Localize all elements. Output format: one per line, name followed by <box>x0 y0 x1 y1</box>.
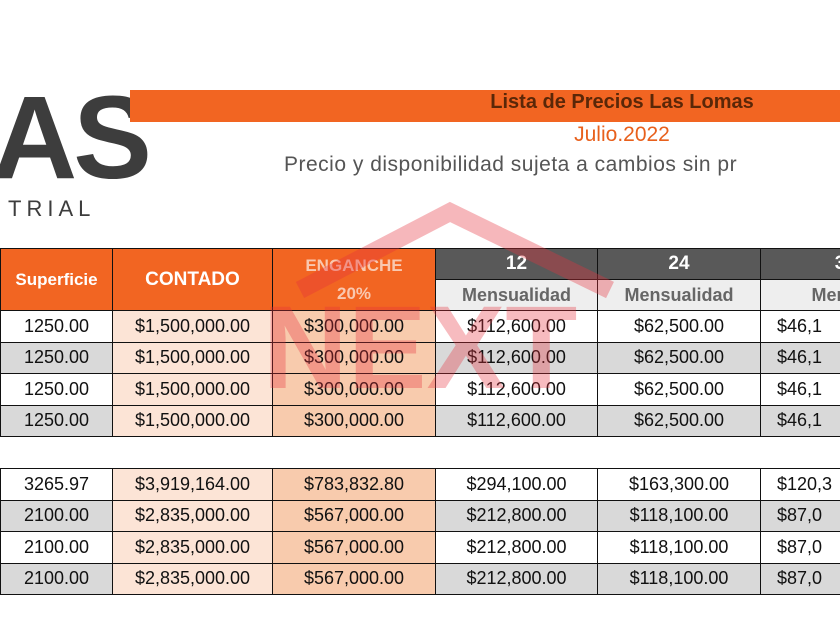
table-cell: $120,3 <box>760 468 840 501</box>
table-cell: 1250.00 <box>0 373 113 406</box>
date: Julio.2022 <box>574 123 670 146</box>
table-cell: $112,600.00 <box>435 341 598 374</box>
title-bar <box>130 90 840 122</box>
table-cell: $62,500.00 <box>597 341 761 374</box>
column-subheader: Mensualidad <box>435 279 598 311</box>
table-cell: $567,000.00 <box>272 562 436 595</box>
column-label: ENGANCHE <box>305 255 403 275</box>
table-cell: $112,600.00 <box>435 373 598 406</box>
table-cell: $212,800.00 <box>435 499 598 532</box>
table-cell: $87,0 <box>760 531 840 564</box>
table-cell: 1250.00 <box>0 341 113 374</box>
table-cell: $62,500.00 <box>597 404 761 437</box>
table-cell: $46,1 <box>760 404 840 437</box>
table-cell: $3,919,164.00 <box>112 468 273 501</box>
table-cell: $112,600.00 <box>435 404 598 437</box>
table-cell: $46,1 <box>760 373 840 406</box>
table-cell: 2100.00 <box>0 562 113 595</box>
table-cell: $118,100.00 <box>597 531 761 564</box>
table-cell: $62,500.00 <box>597 310 761 343</box>
table-cell: $300,000.00 <box>272 373 436 406</box>
title: Lista de Precios Las Lomas <box>490 91 754 113</box>
table-cell: $1,500,000.00 <box>112 373 273 406</box>
table-cell: $163,300.00 <box>597 468 761 501</box>
table-cell: $567,000.00 <box>272 531 436 564</box>
column-header: 24 <box>597 248 761 280</box>
column-header: 3 <box>760 248 840 280</box>
table-cell: 2100.00 <box>0 499 113 532</box>
column-subheader: Mensualidad <box>597 279 761 311</box>
table-cell: $300,000.00 <box>272 341 436 374</box>
column-subheader: Mensu <box>760 279 840 311</box>
table-cell: $1,500,000.00 <box>112 404 273 437</box>
table-cell: $783,832.80 <box>272 468 436 501</box>
column-label: Superficie <box>15 269 98 289</box>
table-cell: $212,800.00 <box>435 562 598 595</box>
table-cell: $118,100.00 <box>597 562 761 595</box>
table-cell: $2,835,000.00 <box>112 531 273 564</box>
table-cell: $2,835,000.00 <box>112 499 273 532</box>
table-cell: 1250.00 <box>0 404 113 437</box>
table-cell: $87,0 <box>760 562 840 595</box>
column-sublabel: 20% <box>336 283 372 303</box>
column-label: CONTADO <box>145 268 240 290</box>
table-cell: $294,100.00 <box>435 468 598 501</box>
column-header: ENGANCHE 20% <box>272 248 436 311</box>
table-cell: $118,100.00 <box>597 499 761 532</box>
logo-subtext: TRIAL <box>8 196 96 221</box>
price-table: Superficie CONTADO ENGANCHE 20% 12 Mensualida… <box>0 248 840 608</box>
table-cell: $212,800.00 <box>435 531 598 564</box>
table-cell: $112,600.00 <box>435 310 598 343</box>
table-cell: $1,500,000.00 <box>112 310 273 343</box>
table-cell: 1250.00 <box>0 310 113 343</box>
table-cell: $300,000.00 <box>272 310 436 343</box>
table-cell: $46,1 <box>760 341 840 374</box>
table-cell: 2100.00 <box>0 531 113 564</box>
table-cell: 3265.97 <box>0 468 113 501</box>
column-header: Superficie <box>0 248 113 311</box>
table-cell: $1,500,000.00 <box>112 341 273 374</box>
table-cell: $567,000.00 <box>272 499 436 532</box>
note: Precio y disponibilidad sujeta a cambios… <box>284 153 738 176</box>
table-cell: $87,0 <box>760 499 840 532</box>
table-cell: $300,000.00 <box>272 404 436 437</box>
table-cell: $2,835,000.00 <box>112 562 273 595</box>
table-cell: $46,1 <box>760 310 840 343</box>
logo-text: AS <box>0 72 152 204</box>
column-header: CONTADO <box>112 248 273 311</box>
column-header: 12 <box>435 248 598 280</box>
table-cell: $62,500.00 <box>597 373 761 406</box>
